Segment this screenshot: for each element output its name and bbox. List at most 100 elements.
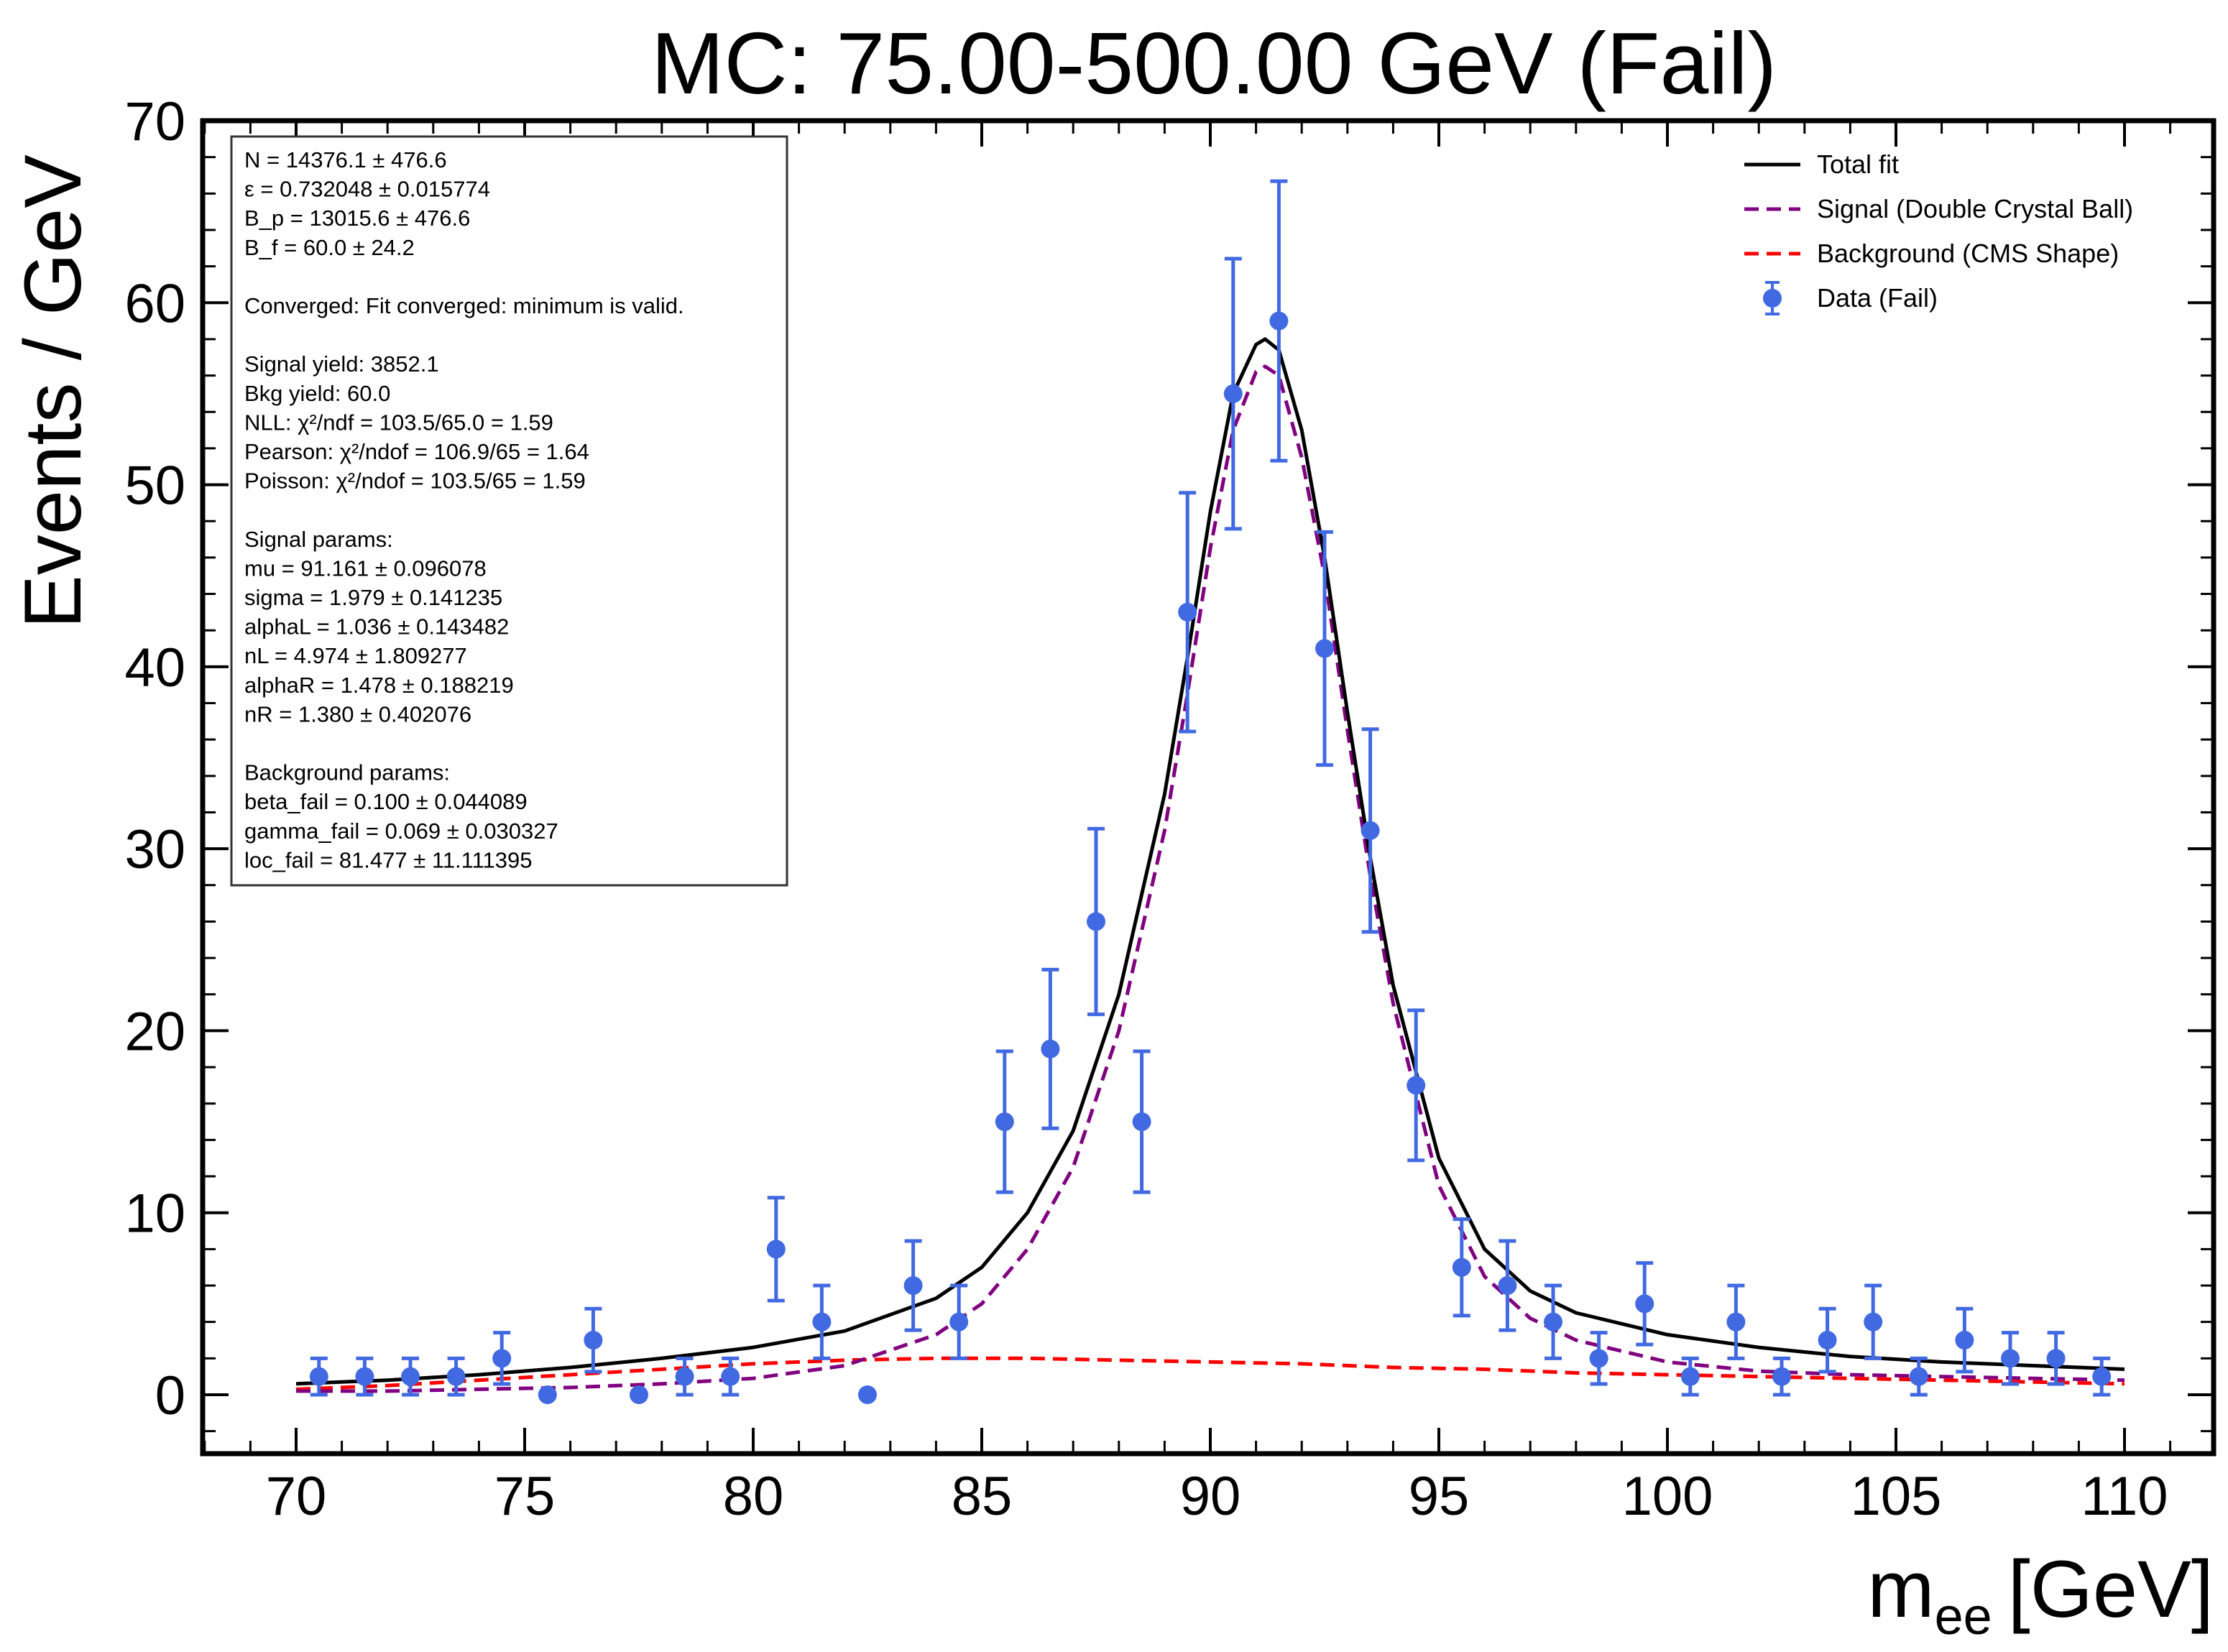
data-marker: [584, 1331, 603, 1350]
data-point: [492, 1331, 512, 1386]
y-tick-label: 30: [124, 819, 185, 880]
data-marker: [492, 1349, 512, 1368]
x-axis-title-main: m: [1867, 1544, 1934, 1634]
data-point: [1223, 257, 1243, 531]
data-marker: [1041, 1039, 1060, 1058]
x-tick-label: 75: [494, 1466, 556, 1527]
data-point: [1087, 826, 1105, 1017]
background-fit-curve: [295, 1356, 2125, 1391]
x-tick-label: 105: [1851, 1466, 1942, 1527]
data-point: [1361, 727, 1380, 934]
x-tick-label: 85: [952, 1466, 1013, 1527]
data-marker: [1544, 1312, 1562, 1332]
data-marker: [1635, 1294, 1654, 1314]
data-point: [1955, 1306, 1974, 1374]
data-point: [1909, 1356, 1928, 1397]
data-point: [1407, 1008, 1426, 1163]
data-marker: [812, 1312, 832, 1332]
fit-info-line: Bkg yield: 60.0: [244, 381, 390, 406]
data-marker: [1223, 384, 1243, 403]
x-tick-label: 110: [2081, 1466, 2168, 1527]
data-point: [1589, 1331, 1608, 1386]
data-marker: [355, 1367, 374, 1386]
x-tick-label: 80: [723, 1466, 784, 1527]
data-marker: [1772, 1367, 1791, 1386]
data-marker: [858, 1385, 877, 1404]
y-tick-label: 60: [124, 273, 185, 334]
data-point: [2046, 1331, 2066, 1386]
data-point: [1864, 1283, 1883, 1360]
data-point: [584, 1306, 603, 1374]
data-marker: [2092, 1367, 2112, 1386]
data-marker: [949, 1312, 969, 1332]
fit-info-line: loc_fail = 81.477 ± 11.111395: [244, 847, 533, 872]
data-point: [538, 1385, 557, 1404]
fit-info-line: Signal params:: [244, 527, 393, 552]
fit-info-line: Poisson: χ²/ndof = 103.5/65 = 1.59: [244, 469, 586, 494]
data-marker: [1087, 912, 1105, 931]
data-point: [1041, 967, 1060, 1130]
data-point: [1452, 1217, 1471, 1318]
data-marker: [1864, 1312, 1883, 1332]
data-marker: [2001, 1349, 2020, 1368]
data-marker: [1269, 311, 1289, 331]
fit-info-line: mu = 91.161 ± 0.096078: [244, 555, 487, 581]
legend-label: Total fit: [1817, 149, 1899, 179]
fit-info-box-frame: [230, 135, 788, 887]
data-marker: [1955, 1331, 1974, 1350]
data-marker: [1726, 1312, 1746, 1332]
data-point: [1726, 1283, 1746, 1360]
fit-info-line: Signal yield: 3852.1: [244, 351, 439, 377]
x-tick-label: 90: [1180, 1466, 1241, 1527]
total-fit-curve: [295, 337, 2125, 1386]
data-marker: [1178, 602, 1197, 622]
data-marker: [1407, 1076, 1426, 1095]
fit-info-line: alphaR = 1.478 ± 0.188219: [244, 673, 514, 698]
data-marker: [1680, 1367, 1700, 1386]
data-marker: [1818, 1331, 1837, 1350]
data-point: [446, 1356, 466, 1397]
data-point: [401, 1356, 420, 1397]
legend-item: Signal (Double Crystal Ball): [1744, 194, 2133, 223]
data-point: [355, 1356, 374, 1397]
x-tick-label: 70: [266, 1466, 327, 1527]
data-marker: [721, 1367, 740, 1386]
legend-label: Background (CMS Shape): [1817, 239, 2119, 268]
data-marker: [630, 1385, 648, 1404]
legend: Total fit Signal (Double Crystal Ball) Bac…: [1744, 149, 2133, 315]
fit-info-line: NLL: χ²/ndf = 103.5/65.0 = 1.59: [244, 410, 553, 435]
data-marker: [1589, 1349, 1608, 1368]
legend-item: Data (Fail): [1763, 281, 1938, 315]
legend-swatch-marker: [1763, 289, 1782, 308]
data-marker: [675, 1367, 694, 1386]
legend-label: Signal (Double Crystal Ball): [1817, 194, 2133, 223]
data-marker: [1315, 639, 1334, 658]
data-point: [1269, 179, 1289, 463]
data-point: [903, 1239, 923, 1332]
x-axis-title-unit: [GeV]: [2008, 1544, 2214, 1634]
signal-fit-curve: [296, 364, 2125, 1393]
y-axis-title: Events / GeV: [8, 154, 98, 629]
x-tick-label: 95: [1409, 1466, 1470, 1527]
data-marker: [538, 1385, 557, 1404]
data-marker: [903, 1276, 923, 1296]
data-point: [1544, 1283, 1562, 1360]
fit-info-line: Converged: Fit converged: minimum is val…: [244, 293, 684, 318]
fit-info-box: N = 14376.1 ± 476.6 ε = 0.732048 ± 0.0157…: [230, 135, 788, 887]
x-axis-title-sub: ee: [1935, 1588, 1992, 1646]
fit-info-line: nR = 1.380 ± 0.402076: [244, 701, 471, 726]
fit-info-line: Pearson: χ²/ndof = 106.9/65 = 1.64: [244, 439, 589, 464]
data-marker: [309, 1367, 328, 1386]
data-point: [2092, 1356, 2112, 1397]
fit-info-line: alphaL = 1.036 ± 0.143482: [244, 614, 509, 640]
y-tick-label: 40: [124, 637, 185, 698]
y-tick-label: 10: [124, 1183, 185, 1245]
data-point: [1178, 491, 1197, 734]
chart-title: MC: 75.00-500.00 GeV (Fail): [651, 14, 1777, 112]
data-marker: [1909, 1367, 1928, 1386]
fit-info-line: B_p = 13015.6 ± 476.6: [244, 206, 470, 231]
data-point: [721, 1356, 740, 1397]
data-marker: [1498, 1276, 1517, 1296]
data-marker: [2046, 1349, 2066, 1368]
